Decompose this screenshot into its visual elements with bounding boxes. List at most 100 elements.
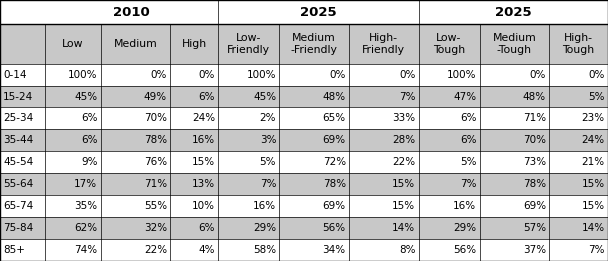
Text: High: High (182, 39, 207, 49)
Text: 9%: 9% (81, 157, 97, 167)
Text: 25-34: 25-34 (3, 114, 33, 123)
Text: 15%: 15% (582, 179, 605, 189)
Text: Medium: Medium (114, 39, 157, 49)
Text: 57%: 57% (523, 223, 546, 233)
Bar (0, 64, 608, 86)
Text: 33%: 33% (392, 114, 415, 123)
Text: 78%: 78% (323, 179, 346, 189)
Text: 16%: 16% (192, 135, 215, 145)
Bar (0, 0, 608, 24)
Text: 37%: 37% (523, 245, 546, 255)
Text: 5%: 5% (460, 157, 476, 167)
Text: 5%: 5% (589, 92, 605, 102)
Text: 29%: 29% (453, 223, 476, 233)
Text: 2010: 2010 (113, 5, 150, 19)
Text: 69%: 69% (523, 201, 546, 211)
Text: 24%: 24% (192, 114, 215, 123)
Text: 65-74: 65-74 (3, 201, 33, 211)
Text: 56%: 56% (323, 223, 346, 233)
Text: 49%: 49% (144, 92, 167, 102)
Text: 71%: 71% (523, 114, 546, 123)
Bar (0, 24, 608, 64)
Text: 16%: 16% (253, 201, 276, 211)
Text: 0%: 0% (151, 70, 167, 80)
Text: Low-
Tough: Low- Tough (433, 33, 465, 55)
Text: 75-84: 75-84 (3, 223, 33, 233)
Text: 29%: 29% (253, 223, 276, 233)
Text: 7%: 7% (399, 92, 415, 102)
Text: High-
Friendly: High- Friendly (362, 33, 406, 55)
Text: 15%: 15% (192, 157, 215, 167)
Text: 55-64: 55-64 (3, 179, 33, 189)
Text: 22%: 22% (144, 245, 167, 255)
Text: 6%: 6% (81, 114, 97, 123)
Text: 0%: 0% (199, 70, 215, 80)
Text: 17%: 17% (74, 179, 97, 189)
Text: 58%: 58% (253, 245, 276, 255)
Text: 7%: 7% (589, 245, 605, 255)
Text: 100%: 100% (447, 70, 476, 80)
Text: 6%: 6% (460, 114, 476, 123)
Text: 45-54: 45-54 (3, 157, 33, 167)
Text: 70%: 70% (523, 135, 546, 145)
Text: 8%: 8% (399, 245, 415, 255)
Bar (0, 173, 608, 195)
Text: 32%: 32% (144, 223, 167, 233)
Text: 0%: 0% (589, 70, 605, 80)
Text: 15-24: 15-24 (3, 92, 33, 102)
Text: 0%: 0% (399, 70, 415, 80)
Text: 78%: 78% (523, 179, 546, 189)
Text: 15%: 15% (392, 179, 415, 189)
Text: 0-14: 0-14 (3, 70, 27, 80)
Text: 2025: 2025 (300, 5, 337, 19)
Text: 65%: 65% (323, 114, 346, 123)
Text: 35%: 35% (74, 201, 97, 211)
Text: 16%: 16% (453, 201, 476, 211)
Text: 28%: 28% (392, 135, 415, 145)
Text: 14%: 14% (392, 223, 415, 233)
Text: 10%: 10% (192, 201, 215, 211)
Bar (0, 108, 608, 129)
Text: 100%: 100% (68, 70, 97, 80)
Text: 24%: 24% (582, 135, 605, 145)
Text: 7%: 7% (260, 179, 276, 189)
Text: 23%: 23% (582, 114, 605, 123)
Text: 0%: 0% (330, 70, 346, 80)
Text: Medium
-Tough: Medium -Tough (492, 33, 536, 55)
Text: 45%: 45% (74, 92, 97, 102)
Bar (0, 195, 608, 217)
Text: 7%: 7% (460, 179, 476, 189)
Text: 71%: 71% (144, 179, 167, 189)
Text: 3%: 3% (260, 135, 276, 145)
Text: 55%: 55% (144, 201, 167, 211)
Text: 73%: 73% (523, 157, 546, 167)
Text: 2%: 2% (260, 114, 276, 123)
Bar (0, 239, 608, 261)
Text: 15%: 15% (582, 201, 605, 211)
Text: 22%: 22% (392, 157, 415, 167)
Text: 5%: 5% (260, 157, 276, 167)
Text: 100%: 100% (247, 70, 276, 80)
Text: 6%: 6% (460, 135, 476, 145)
Bar (0, 129, 608, 151)
Text: 0%: 0% (530, 70, 546, 80)
Text: 47%: 47% (453, 92, 476, 102)
Text: 78%: 78% (144, 135, 167, 145)
Text: 34%: 34% (323, 245, 346, 255)
Text: 48%: 48% (323, 92, 346, 102)
Bar (0, 217, 608, 239)
Text: High-
Tough: High- Tough (562, 33, 595, 55)
Text: 14%: 14% (582, 223, 605, 233)
Text: 6%: 6% (199, 92, 215, 102)
Text: 4%: 4% (199, 245, 215, 255)
Text: 13%: 13% (192, 179, 215, 189)
Text: 35-44: 35-44 (3, 135, 33, 145)
Bar (0, 86, 608, 108)
Text: 21%: 21% (582, 157, 605, 167)
Text: 72%: 72% (323, 157, 346, 167)
Text: 2025: 2025 (495, 5, 531, 19)
Text: 76%: 76% (144, 157, 167, 167)
Text: 85+: 85+ (3, 245, 25, 255)
Text: Low-
Friendly: Low- Friendly (227, 33, 271, 55)
Text: 6%: 6% (199, 223, 215, 233)
